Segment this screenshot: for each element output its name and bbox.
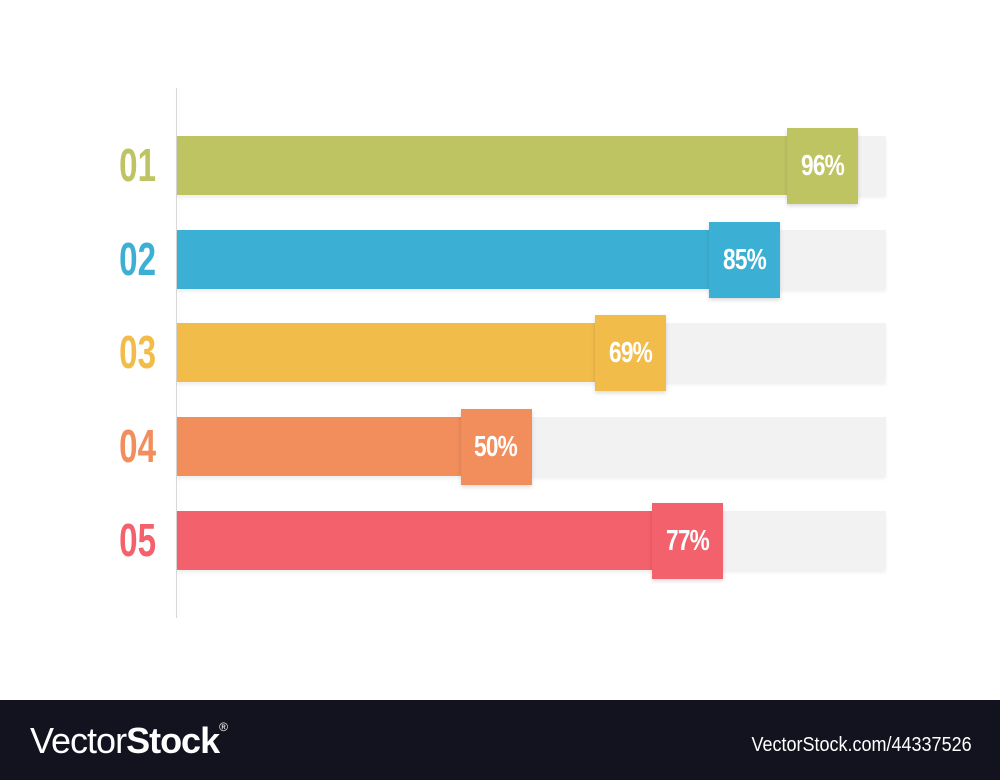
- image-id: VectorStock.com/44337526: [751, 734, 972, 756]
- bar: [177, 417, 497, 476]
- bar: [177, 136, 823, 195]
- category-number: 03: [119, 326, 156, 378]
- value-label: 69%: [609, 336, 653, 369]
- value-label: 77%: [665, 524, 710, 557]
- vectorstock-logo: VectorStock®: [30, 720, 228, 762]
- category-number: 04: [119, 420, 156, 472]
- category-label: 05: [100, 511, 175, 570]
- bar: [177, 230, 745, 289]
- value-label: 96%: [800, 149, 845, 182]
- category-label: 04: [100, 417, 175, 476]
- value-label-box: 85%: [708, 222, 780, 298]
- category-number: 02: [119, 233, 156, 285]
- value-label-box: 77%: [651, 503, 723, 579]
- category-number: 05: [119, 514, 156, 566]
- value-label-box: 50%: [460, 409, 532, 485]
- bar: [177, 323, 632, 382]
- logo-mark: ®: [219, 720, 228, 734]
- value-label: 85%: [722, 243, 767, 276]
- category-label: 03: [100, 323, 175, 382]
- axis-line: [176, 88, 177, 618]
- value-label-box: 69%: [595, 315, 667, 391]
- category-number: 01: [119, 139, 156, 191]
- logo-bold: Stock: [126, 720, 220, 761]
- value-label: 50%: [474, 430, 519, 463]
- logo-light: Vector: [30, 720, 127, 761]
- bar-chart: 96% 01 85% 02 69% 03 50% 04 77% 05: [100, 88, 886, 618]
- category-label: 02: [100, 230, 175, 289]
- footer-bar: VectorStock® VectorStock.com/44337526: [0, 700, 1000, 780]
- value-label-box: 96%: [786, 128, 858, 204]
- bar: [177, 511, 688, 570]
- category-label: 01: [100, 136, 175, 195]
